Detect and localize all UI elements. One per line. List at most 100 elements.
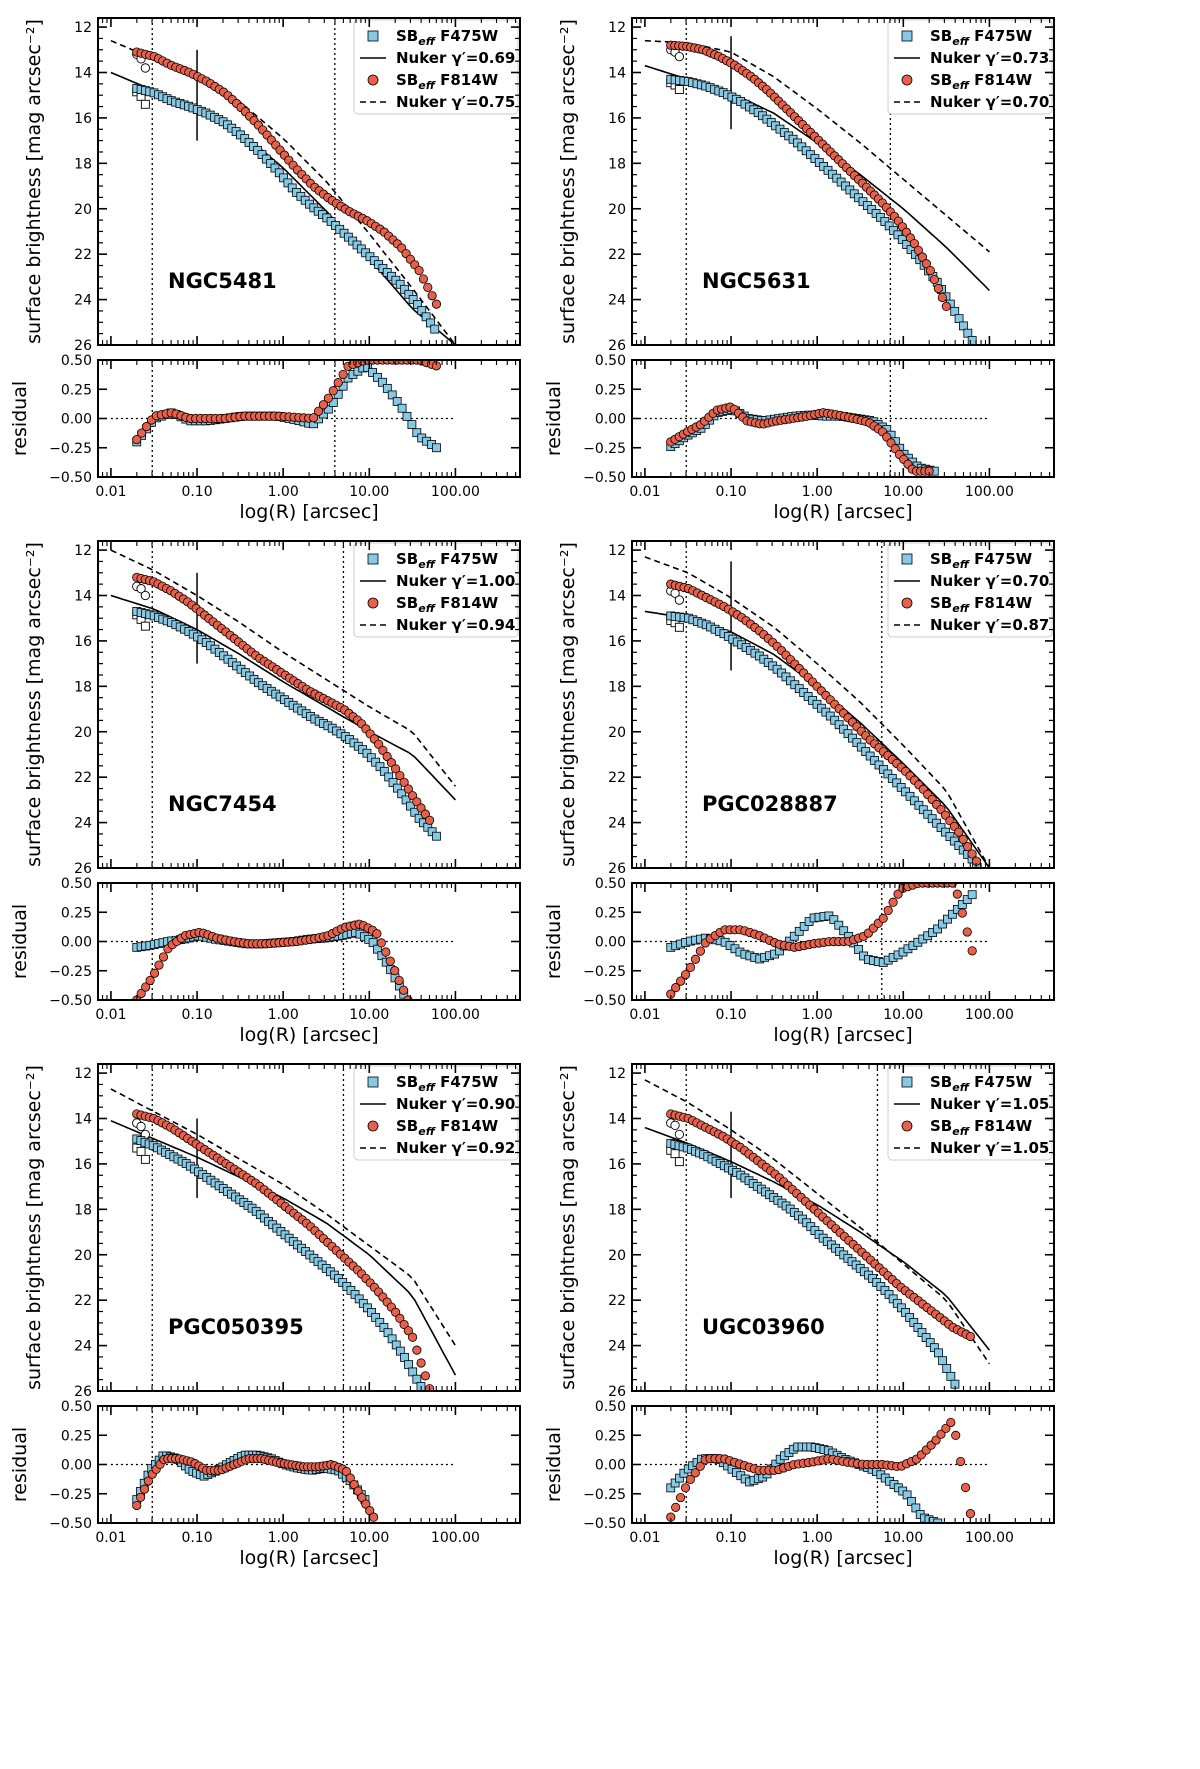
legend-entry-label: SBeff F814W xyxy=(930,594,1033,615)
sb-point-f814w xyxy=(403,1326,413,1336)
raw-point-f814w xyxy=(140,590,151,601)
residual-point-f814w xyxy=(962,927,972,937)
raw-point-f814w xyxy=(136,584,146,594)
residual-point-f475w xyxy=(368,368,377,377)
nuker-fit-f814w xyxy=(110,549,457,787)
raw-point-f475w xyxy=(670,1149,680,1159)
sb-point-f475w xyxy=(408,1367,418,1377)
residual-point-f814w xyxy=(936,1429,946,1439)
y-tick-label: 22 xyxy=(74,770,92,786)
y-axis-label: surface brightness [mag arcsec⁻²] xyxy=(23,19,45,344)
residual-point-f475w xyxy=(854,945,863,954)
legend-entry-main: SB xyxy=(930,594,952,612)
residual-tick-label: 0.25 xyxy=(595,905,626,921)
galaxy-name-label: NGC5481 xyxy=(168,269,277,293)
residual-tick-label: −0.25 xyxy=(49,964,92,980)
residual-point-f814w xyxy=(878,913,888,923)
sb-point-f475w xyxy=(430,324,440,334)
sb-point-f475w xyxy=(927,814,937,824)
y-tick-label: 18 xyxy=(608,679,626,695)
x-tick-label: 10.00 xyxy=(883,1007,923,1023)
residual-point-f814w xyxy=(381,947,391,957)
residual-point-f814w xyxy=(951,1430,961,1440)
residual-point-f475w xyxy=(794,926,804,936)
sb-point-f814w xyxy=(386,758,396,768)
nuker-fit-f814w xyxy=(644,556,991,868)
sb-point-f475w xyxy=(905,791,915,801)
sb-point-f814w xyxy=(403,784,413,794)
residual-point-f814w xyxy=(883,905,893,916)
residual-plot-area xyxy=(110,360,456,477)
legend-entry-label: SBeff F475W xyxy=(396,550,499,571)
residual-tick-label: 0.00 xyxy=(61,412,92,428)
nuker-fit-f814w xyxy=(644,1079,991,1365)
raw-point-f475w xyxy=(136,1146,146,1156)
sb-point-f475w xyxy=(954,314,964,324)
raw-point-f475w xyxy=(140,1154,150,1164)
residual-tick-label: 0.00 xyxy=(595,412,626,428)
sb-point-f475w xyxy=(910,796,919,806)
x-tick-label: 10.00 xyxy=(349,1007,389,1023)
x-tick-label: 100.00 xyxy=(965,1530,1014,1546)
x-axis-label: log(R) [arcsec] xyxy=(773,501,912,523)
sb-point-f475w xyxy=(834,720,844,730)
residual-tick-label: −0.50 xyxy=(49,470,92,486)
residual-point-f814w xyxy=(675,1492,686,1503)
legend-entry-main: Nuker γ′=0.70 xyxy=(930,93,1049,111)
residual-point-f814w xyxy=(136,1492,146,1502)
legend-entry-sub: eff xyxy=(952,79,970,92)
residual-tick-label: −0.25 xyxy=(583,441,626,457)
sb-point-f475w xyxy=(945,832,955,842)
residual-point-f814w xyxy=(141,982,151,992)
sb-point-f814w xyxy=(933,283,943,294)
y-tick-label: 12 xyxy=(608,1066,626,1082)
legend-entry-label: SBeff F814W xyxy=(396,71,499,92)
galaxy-name-label: UGC03960 xyxy=(702,1315,825,1339)
residual-point-f814w xyxy=(893,889,903,899)
y-tick-label: 24 xyxy=(74,1339,92,1355)
residual-point-f814w xyxy=(141,421,152,432)
legend-entry-label: SBeff F475W xyxy=(930,27,1033,48)
sb-point-f814w xyxy=(431,299,442,309)
legend-entry-main: SB xyxy=(396,1073,418,1091)
y-tick-label: 20 xyxy=(74,1248,92,1264)
x-tick-label: 100.00 xyxy=(431,1530,480,1546)
legend-entry-rest: F475W xyxy=(969,550,1033,568)
legend-marker-f814w xyxy=(367,1120,379,1132)
x-tick-label: 10.00 xyxy=(349,1530,389,1546)
residual-point-f814w xyxy=(338,369,348,380)
legend-entry-label: SBeff F475W xyxy=(396,27,499,48)
residual-point-f814w xyxy=(931,1435,941,1445)
y-tick-label: 18 xyxy=(74,679,92,695)
legend-entry-label: SBeff F475W xyxy=(930,1073,1033,1094)
y-tick-label: 26 xyxy=(608,338,626,354)
legend-entry-label: SBeff F814W xyxy=(930,1117,1033,1138)
nuker-fit-f814w xyxy=(644,39,990,253)
residual-plot-area xyxy=(644,883,990,1000)
residual-point-f814w xyxy=(695,1461,705,1471)
y-tick-label: 14 xyxy=(608,1112,626,1128)
sb-point-f475w xyxy=(949,836,959,846)
legend-entry-main: Nuker γ′=0.75 xyxy=(396,93,515,111)
y-tick-label: 12 xyxy=(74,543,92,559)
residual-point-f814w xyxy=(158,952,169,962)
sb-point-f475w xyxy=(400,1352,409,1362)
residual-point-f475w xyxy=(962,895,972,904)
legend-entry-main: SB xyxy=(396,27,418,45)
x-tick-label: 0.10 xyxy=(715,1530,746,1546)
legend-entry-sub: eff xyxy=(418,1081,436,1094)
raw-point-f475w xyxy=(674,1157,684,1167)
sb-point-f814w xyxy=(967,849,977,859)
sb-point-f814w xyxy=(941,301,951,311)
residual-tick-label: 0.25 xyxy=(595,1428,626,1444)
sb-point-f814w xyxy=(958,834,968,844)
legend-entry-main: SB xyxy=(396,1117,418,1135)
sb-point-f814w xyxy=(399,777,409,787)
sb-point-f814w xyxy=(424,815,435,825)
residual-point-f814w xyxy=(136,988,146,999)
x-tick-label: 1.00 xyxy=(268,1530,299,1546)
